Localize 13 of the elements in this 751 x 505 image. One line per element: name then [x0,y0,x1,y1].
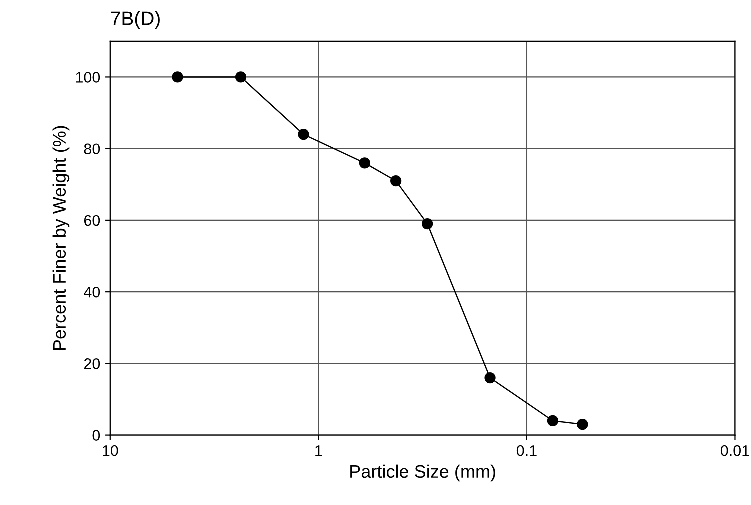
y-tick-label: 60 [84,215,100,226]
y-tick-label: 0 [92,430,100,441]
x-tick-label: 0.1 [516,445,537,456]
y-axis-title: Percent Finer by Weight (%) [52,126,70,350]
x-axis-title: Particle Size (mm) [350,464,496,482]
x-tick-label: 1 [316,446,322,456]
y-tick-label: 40 [84,286,100,298]
chart-title: 7B(D) [111,11,160,30]
y-tick-label: 20 [84,358,100,370]
y-tick-label: 80 [84,144,100,155]
y-tick-label: 100 [76,72,100,83]
x-tick-label: 10 [103,445,118,456]
x-tick-label: 0.01 [720,445,750,456]
